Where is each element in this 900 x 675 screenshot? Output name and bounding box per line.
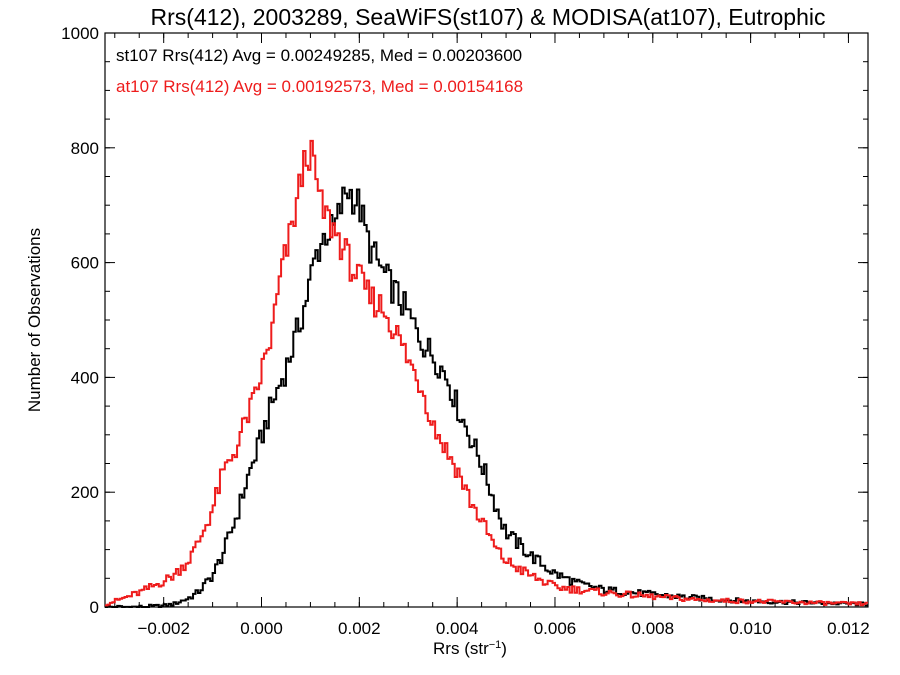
legend-entry-st107: st107 Rrs(412) Avg = 0.00249285, Med = 0… — [116, 46, 522, 65]
x-tick-label: 0.000 — [240, 619, 283, 638]
series-st107-histogram — [105, 186, 868, 608]
x-tick-label: 0.012 — [827, 619, 870, 638]
plot-axes: −0.002 0.000 0.002 0.004 0.006 0.008 0.010 0.01… — [61, 24, 870, 638]
x-tick-label: 0.004 — [436, 619, 479, 638]
series-at107-histogram — [105, 139, 868, 607]
x-tick-label: 0.008 — [632, 619, 675, 638]
y-tick-label: 800 — [71, 139, 99, 158]
x-tick-label: 0.010 — [729, 619, 772, 638]
y-tick-label: 0 — [90, 598, 99, 617]
y-axis-label: Number of Observations — [25, 228, 44, 412]
y-tick-label: 600 — [71, 254, 99, 273]
y-tick-label: 400 — [71, 368, 99, 387]
x-tick-label: −0.002 — [137, 619, 189, 638]
plot-area — [105, 139, 868, 608]
chart-title: Rrs(412), 2003289, SeaWiFS(st107) & MODI… — [151, 4, 826, 30]
y-tick-label: 1000 — [61, 24, 99, 43]
x-axis-label: Rrs (str−1) — [433, 639, 507, 658]
x-axis-label-superscript: −1 — [489, 639, 502, 651]
legend-entry-at107: at107 Rrs(412) Avg = 0.00192573, Med = 0… — [116, 77, 523, 96]
y-tick-label: 200 — [71, 483, 99, 502]
x-axis-label-end: ) — [501, 639, 507, 658]
x-axis-label-main: Rrs (str — [433, 639, 489, 658]
x-tick-label: 0.002 — [338, 619, 381, 638]
x-tick-label: 0.006 — [534, 619, 577, 638]
